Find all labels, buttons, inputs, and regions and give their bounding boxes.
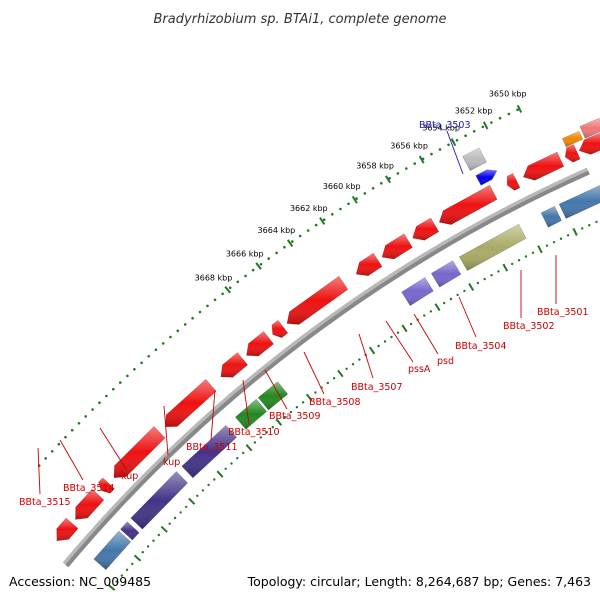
gene-label-pssa[interactable]: pssA (408, 364, 431, 375)
gene-label-bbta-3508[interactable]: BBta_3508 (309, 397, 361, 408)
leader-line (242, 379, 250, 425)
scale-label: 3656 kbp (390, 141, 428, 150)
gene-arrow-small-4[interactable] (564, 144, 581, 163)
scale-ruler: 3650 kbp 3652 kbp 3654 kbp 3656 kbp 3658 kbp… (37, 90, 527, 467)
leader-line (163, 405, 169, 456)
scale-label: 3658 kbp (356, 161, 394, 170)
scale-labels: 3650 kbp 3652 kbp 3654 kbp 3656 kbp 3658 kbp… (195, 90, 527, 283)
accession-text: Accession: NC_009485 (9, 574, 151, 589)
gene-arrow-bbta-3501-top[interactable] (578, 132, 600, 155)
gene-box-bbta-3503-gray[interactable] (462, 147, 487, 172)
gene-box-salmon[interactable] (579, 117, 600, 139)
leader-line (59, 439, 84, 481)
gene-labels: BBta_3503 BBta_3501 BBta_3502 BBta_3504 … (19, 120, 589, 508)
gene-arrow-kup-top[interactable] (113, 425, 166, 479)
gene-arrow-bbta-3515[interactable] (56, 517, 79, 542)
leader-line (303, 351, 325, 395)
gene-label-kup-2[interactable]: kup (121, 471, 138, 482)
scale-label: 3660 kbp (323, 182, 361, 191)
gene-label-bbta-3510[interactable]: BBta_3510 (228, 427, 280, 438)
gene-box-bbta-3515[interactable] (93, 530, 132, 571)
gene-label-bbta-3509[interactable]: BBta_3509 (269, 411, 321, 422)
gene-label-bbta-3502[interactable]: BBta_3502 (503, 321, 555, 332)
gene-box-bbta-3511[interactable] (234, 398, 268, 430)
gene-label-bbta-3511[interactable]: BBta_3511 (186, 442, 238, 453)
leader-line (446, 130, 464, 175)
gene-box-orange[interactable] (562, 130, 584, 148)
gene-box-pssa[interactable] (401, 276, 434, 307)
leader-line (210, 389, 216, 441)
gene-box-bbta-3504[interactable] (458, 223, 527, 272)
leader-line (99, 427, 127, 470)
leader-line (358, 333, 374, 379)
gene-features (56, 117, 600, 571)
leader-line (264, 369, 288, 410)
gene-arrow-bbta-3511-top[interactable] (220, 352, 249, 378)
gene-box-bbta-3515-b[interactable] (120, 521, 140, 541)
scale-label: 3650 kbp (489, 90, 527, 99)
scale-dots (37, 104, 523, 467)
gene-arrow-bbta-3507-top[interactable] (355, 252, 383, 277)
genome-summary-text: Topology: circular; Length: 8,264,687 bp… (247, 574, 591, 589)
leader-line (385, 320, 414, 363)
scale-label: 3652 kbp (455, 107, 493, 116)
gene-box-kup-2[interactable] (181, 424, 238, 479)
gene-box-bbta-3502[interactable] (540, 205, 562, 228)
genome-backbone (62, 167, 590, 568)
gene-arrow-bbta-3508[interactable] (286, 275, 349, 325)
scale-label: 3666 kbp (226, 250, 264, 259)
gene-arrow-bbta-3514-top[interactable] (75, 488, 105, 520)
leader-line (37, 447, 41, 495)
gene-label-bbta-3501[interactable]: BBta_3501 (537, 307, 589, 318)
gene-arrow-psd-top[interactable] (412, 217, 440, 241)
gene-box-bbta-3501[interactable] (558, 184, 600, 219)
gene-arrow-small-1[interactable] (98, 477, 115, 494)
map-title: Bradyrhizobium sp. BTAi1, complete genom… (153, 12, 446, 27)
gene-label-bbta-3515[interactable]: BBta_3515 (19, 497, 71, 508)
gene-arrow-bbta-3504-top[interactable] (438, 184, 498, 225)
leader-line (413, 313, 439, 355)
gene-label-bbta-3514[interactable]: BBta_3514 (63, 483, 115, 494)
gene-arrow-bbta-3502-top[interactable] (522, 151, 565, 181)
scale-label: 3668 kbp (195, 274, 233, 283)
label-leader-lines (37, 130, 557, 495)
gene-label-bbta-3507[interactable]: BBta_3507 (351, 382, 403, 393)
gene-label-bbta-3503[interactable]: BBta_3503 (419, 120, 471, 131)
gene-box-bbta-3510[interactable] (257, 381, 289, 411)
gene-arrow-small-3[interactable] (506, 172, 521, 191)
leader-line (458, 296, 477, 338)
gene-box-kup-1[interactable] (130, 471, 189, 530)
gene-arrow-kup-2-top[interactable] (164, 378, 217, 428)
gene-arrow-pssa-top[interactable] (381, 233, 413, 260)
scale-label: 3654 kbp (422, 124, 460, 133)
scale-label: 3662 kbp (290, 204, 328, 213)
gene-arrow-bbta-3510-top[interactable] (246, 330, 275, 357)
gene-label-bbta-3504[interactable]: BBta_3504 (455, 341, 507, 352)
scale-label: 3664 kbp (258, 226, 296, 235)
gene-label-psd[interactable]: psd (437, 356, 454, 367)
gene-label-kup-1[interactable]: kup (163, 457, 180, 468)
gene-arrow-small-2[interactable] (271, 319, 289, 339)
gene-box-psd[interactable] (430, 260, 462, 288)
gene-arrow-bbta-3503[interactable] (475, 169, 498, 186)
